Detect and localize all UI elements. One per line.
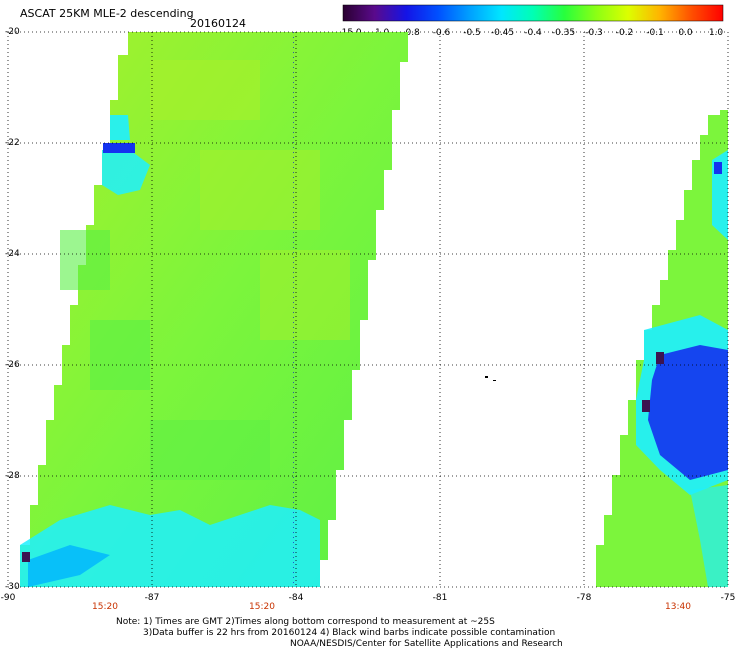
longitude-label: -90 — [0, 593, 16, 603]
island-marker — [485, 376, 488, 378]
cyan-area-right — [690, 485, 728, 587]
time-label: 13:40 — [665, 602, 691, 612]
latitude-label: -28 — [5, 471, 20, 481]
latitude-label: -30 — [5, 582, 20, 592]
light-green-patch — [260, 250, 350, 340]
cyan-edge — [102, 150, 150, 195]
colorbar-tick-label: -0.3 — [585, 28, 603, 38]
island-marker — [493, 380, 496, 381]
colorbar-tick-label: -0.1 — [646, 28, 664, 38]
colorbar-tick-label: -0.35 — [551, 28, 576, 38]
latitude-label: -26 — [5, 360, 20, 370]
blue-area-right — [648, 345, 728, 480]
colorbar-tick-label: 0.0 — [678, 28, 693, 38]
light-green-patch — [200, 150, 320, 230]
note-line-1: Note: 1) Times are GMT 2)Times along bot… — [116, 617, 495, 627]
blue-pixels — [103, 143, 135, 153]
latitude-label: -20 — [5, 27, 20, 37]
colorbar-tick-label: -0.2 — [615, 28, 634, 38]
time-label: 15:20 — [249, 602, 275, 612]
colorbar-tick-label: -0.8 — [402, 28, 420, 38]
longitude-label: -84 — [288, 593, 304, 603]
longitude-label: -75 — [720, 593, 736, 603]
note-line-2: 3)Data buffer is 22 hrs from 20160124 4)… — [143, 628, 556, 638]
green-patch — [60, 230, 110, 290]
purple-pixel — [22, 552, 30, 562]
map-date: 20160124 — [190, 17, 246, 30]
blue-pixels — [714, 162, 722, 174]
colorbar-tick-label: -0.6 — [432, 28, 451, 38]
latitude-label: -24 — [5, 249, 20, 259]
colorbar-tick-label: -0.4 — [524, 28, 542, 38]
longitude-label: -78 — [576, 593, 592, 603]
cyan-edge — [110, 115, 130, 140]
purple-pixel — [656, 352, 664, 364]
colorbar-tick-label: -0.45 — [490, 28, 515, 38]
cyan-area — [20, 505, 320, 587]
colorbar-gradient — [342, 4, 724, 22]
map-title: ASCAT 25KM MLE-2 descending — [20, 7, 194, 20]
colorbar — [342, 4, 724, 22]
longitude-label: -87 — [144, 593, 160, 603]
colorbar-tick-label: 1.0 — [708, 28, 724, 38]
time-label: 15:20 — [92, 602, 118, 612]
light-green-patch — [150, 60, 260, 120]
lightblue-area — [28, 545, 110, 587]
green-patch — [150, 420, 270, 480]
longitude-label: -81 — [432, 593, 448, 603]
purple-pixel — [642, 400, 650, 412]
colorbar-tick-label: -0.5 — [463, 28, 481, 38]
green-patch — [90, 320, 150, 390]
latitude-label: -22 — [5, 138, 20, 148]
note-line-3: NOAA/NESDIS/Center for Satellite Applica… — [290, 639, 563, 649]
